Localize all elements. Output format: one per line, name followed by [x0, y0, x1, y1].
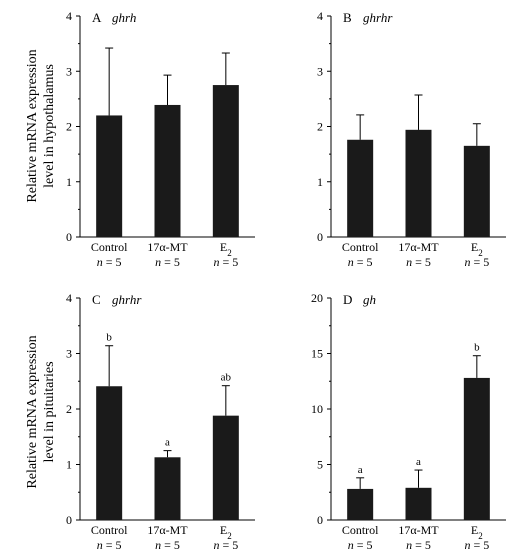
- y-tick-label: 5: [317, 458, 323, 472]
- row-ylabel-top: Relative mRNA expression level in hypoth…: [25, 49, 57, 202]
- bar-3: [212, 85, 239, 237]
- bar-2: [154, 457, 181, 520]
- n-label: n = 5: [464, 255, 489, 269]
- panel-letter: B: [343, 10, 352, 25]
- category-label: Control: [91, 240, 128, 254]
- y-tick-label: 3: [317, 64, 323, 78]
- gene-label: ghrhr: [363, 10, 393, 25]
- bar-1: [96, 386, 123, 520]
- y-tick-label: 0: [66, 230, 72, 244]
- category-label: Control: [342, 240, 379, 254]
- y-tick-label: 2: [317, 120, 323, 134]
- category-label: E2: [471, 523, 483, 541]
- y-tick-label: 1: [66, 175, 72, 189]
- gene-label: ghrhr: [112, 292, 142, 307]
- y-tick-label: 2: [66, 402, 72, 416]
- bar-1: [347, 488, 374, 520]
- significance-label: a: [358, 464, 363, 476]
- n-label: n = 5: [348, 255, 373, 269]
- category-label: E2: [471, 240, 483, 258]
- y-tick-label: 0: [317, 513, 323, 527]
- n-label: n = 5: [406, 538, 431, 552]
- ylabel-bottom-line2: level in pituitaries: [42, 361, 57, 462]
- bar-3: [463, 145, 490, 237]
- category-label: 17α-MT: [147, 523, 188, 537]
- n-label: n = 5: [213, 538, 238, 552]
- significance-label: ab: [221, 372, 232, 384]
- y-tick-label: 1: [317, 175, 323, 189]
- category-label: Control: [91, 523, 128, 537]
- category-label: 17α-MT: [398, 523, 439, 537]
- category-label: 17α-MT: [398, 240, 439, 254]
- n-label: n = 5: [97, 255, 122, 269]
- significance-label: a: [416, 456, 421, 468]
- y-tick-label: 4: [66, 9, 72, 23]
- n-label: n = 5: [464, 538, 489, 552]
- bar-3: [463, 377, 490, 520]
- significance-label: a: [165, 437, 170, 449]
- panel-letter: D: [343, 292, 352, 307]
- y-tick-label: 10: [311, 402, 323, 416]
- ylabel-top-line2: level in hypothalamus: [42, 64, 57, 188]
- bar-3: [212, 415, 239, 520]
- y-tick-label: 3: [66, 347, 72, 361]
- category-label: 17α-MT: [147, 240, 188, 254]
- y-tick-label: 20: [311, 291, 323, 305]
- y-tick-label: 2: [66, 120, 72, 134]
- n-label: n = 5: [213, 255, 238, 269]
- n-label: n = 5: [97, 538, 122, 552]
- y-tick-label: 4: [317, 9, 323, 23]
- ylabel-top-line1: Relative mRNA expression: [25, 49, 40, 202]
- bar-2: [405, 129, 432, 237]
- y-tick-label: 3: [66, 64, 72, 78]
- gene-label: gh: [363, 292, 376, 307]
- y-tick-label: 15: [311, 347, 323, 361]
- ylabel-bottom-line1: Relative mRNA expression: [25, 335, 40, 488]
- y-tick-label: 0: [66, 513, 72, 527]
- panel-letter: C: [92, 292, 101, 307]
- bar-2: [154, 104, 181, 237]
- significance-label: b: [474, 342, 480, 354]
- category-label: E2: [220, 523, 232, 541]
- bar-2: [405, 487, 432, 520]
- y-tick-label: 0: [317, 230, 323, 244]
- category-label: Control: [342, 523, 379, 537]
- row-ylabel-bottom: Relative mRNA expression level in pituit…: [25, 335, 57, 488]
- category-label: E2: [220, 240, 232, 258]
- n-label: n = 5: [155, 255, 180, 269]
- bar-1: [96, 115, 123, 237]
- n-label: n = 5: [155, 538, 180, 552]
- significance-label: b: [106, 332, 112, 344]
- bar-1: [347, 139, 374, 237]
- n-label: n = 5: [348, 538, 373, 552]
- panel-letter: A: [92, 10, 102, 25]
- y-tick-label: 1: [66, 458, 72, 472]
- n-label: n = 5: [406, 255, 431, 269]
- gene-label: ghrh: [112, 10, 136, 25]
- y-tick-label: 4: [66, 291, 72, 305]
